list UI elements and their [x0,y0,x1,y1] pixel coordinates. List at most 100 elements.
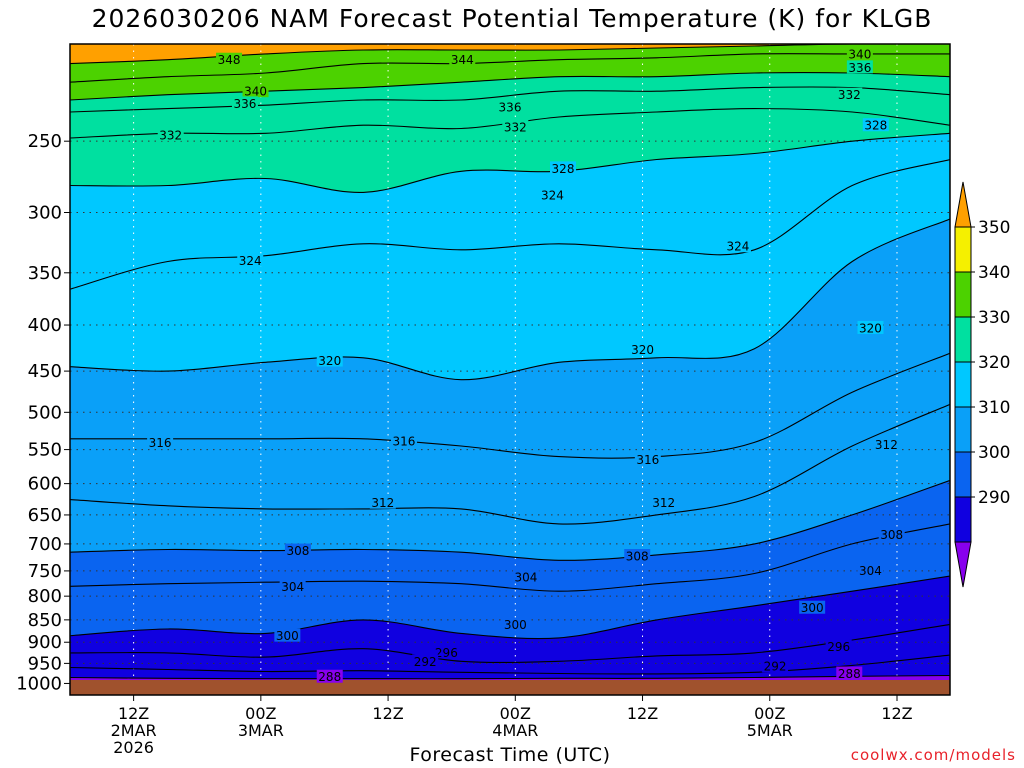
contour-label-bg [836,666,863,680]
contour-label: 336 [499,100,522,114]
colorbar-segment [954,271,972,318]
x-tick-label: 00Z [500,704,531,723]
contour-label-bg [862,118,889,132]
contour-label: 288 [838,667,861,681]
contour-label: 324 [726,240,749,254]
contour-label-bg [502,617,529,631]
x-tick-label: 3MAR [238,721,284,740]
contour-label-bg [629,342,656,356]
contour-label-bg [502,119,529,133]
contour-label: 312 [652,496,675,510]
y-tick-label: 450 [28,361,62,382]
colorbar-over-arrow [954,181,972,228]
colorbar-label: 330 [978,308,1010,328]
credit-link[interactable]: coolwx.com/models [850,746,1016,764]
contour-label-bg [497,99,523,113]
x-tick-label: 2026 [113,738,154,757]
colorbar-label: 320 [978,353,1010,373]
y-tick-label: 900 [28,632,62,653]
contour-label-bg [624,549,651,563]
isotherm-344 [70,53,950,83]
isotherm-296 [70,623,950,664]
contour-label-bg [836,87,863,101]
y-tick-label: 550 [28,440,62,461]
colorbar-under-arrow [954,541,972,588]
contour-label-bg [316,669,343,683]
contour-label: 300 [504,618,527,632]
contour-label-bg [242,84,269,98]
y-tick-label: 950 [28,653,62,674]
grid-lines [70,44,950,695]
contour-label: 296 [827,640,850,654]
contour-label: 308 [880,528,903,542]
contour-label: 320 [631,343,654,357]
contour-label-bg [449,52,476,66]
contour-label-bg [433,645,460,659]
contour-label: 312 [875,438,898,452]
colorbar-label: 340 [978,263,1010,283]
contour-label-bg [634,452,661,466]
contour-label: 336 [233,97,256,111]
x-tick-label: 4MAR [492,721,538,740]
x-tick-label: 12Z [881,704,912,723]
contour-label: 340 [848,47,871,61]
colorbar-label: 350 [978,218,1010,238]
contour-label: 332 [838,88,861,102]
x-axis-label: Forecast Time (UTC) [409,744,611,766]
contour-label-bg [279,579,306,593]
y-tick-label: 300 [28,203,62,224]
isotherm-312 [70,403,950,525]
colorbar-label: 310 [978,398,1010,418]
x-tick-label: 00Z [754,704,785,723]
contour-label: 328 [552,162,575,176]
isotherm-292 [70,654,950,675]
contour-label: 324 [239,254,262,268]
y-tick-label: 650 [28,505,62,526]
contour-label-bg [284,543,311,557]
contour-label: 320 [859,321,882,335]
colorbar-segment [954,451,972,498]
contour-label: 324 [541,189,564,203]
contour-label-bg [873,437,900,451]
contour-label-bg [512,570,539,584]
contour-label-bg [316,353,343,367]
colorbar-segment [954,496,972,543]
x-tick-label: 12Z [627,704,658,723]
contour-label-bg [216,52,243,66]
contour-label-bg [878,527,905,541]
y-tick-label: 600 [28,474,62,495]
isotherm-336 [70,86,950,113]
isotherm-316 [70,352,950,459]
contour-label-bg [147,435,174,449]
contour-label: 292 [414,655,437,669]
isotherm-328 [70,132,950,193]
contour-label-bg [274,628,301,642]
contour-label: 312 [371,496,394,510]
isotherm-324 [70,158,950,290]
contour-label-bg [369,495,396,509]
isotherm-304 [70,523,950,592]
contour-label: 316 [393,434,416,448]
contour-label: 316 [149,436,172,450]
contour-label: 320 [318,354,341,368]
plot-frame [69,43,951,696]
contour-label: 288 [318,670,341,684]
isotherm-300 [70,575,950,640]
contour-label: 296 [435,646,458,660]
contour-label: 300 [276,629,299,643]
contour-label: 308 [286,544,309,558]
y-tick-label: 250 [28,131,62,152]
contour-label-bg [650,495,677,509]
contour-label: 292 [764,660,787,674]
contour-label-bg [550,161,577,175]
colorbar-segment [954,226,972,273]
contour-label-bg [846,46,873,60]
contour-label-bg [762,659,789,673]
contour-label: 332 [504,120,527,134]
x-tick-label: 5MAR [747,721,793,740]
isotherm-340 [70,72,950,101]
x-tick-label: 12Z [118,704,149,723]
contour-label: 340 [244,85,267,99]
contour-label: 336 [848,61,871,75]
